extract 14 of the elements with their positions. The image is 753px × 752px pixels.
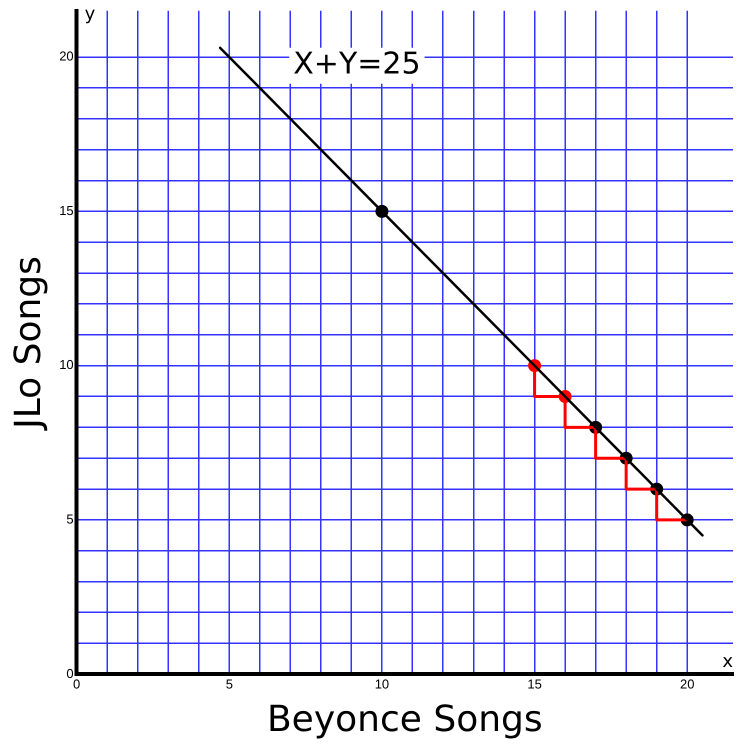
x-tick-label: 5 (226, 676, 233, 692)
x-tick-label: 20 (680, 676, 694, 692)
x-axis-title: Beyonce Songs (266, 698, 543, 740)
x-tick-label: 15 (527, 676, 542, 692)
annotation: x (722, 650, 734, 672)
annotation: X+Y=25 (293, 46, 421, 82)
y-tick-label: 5 (66, 512, 74, 526)
y-tick-label: 15 (59, 202, 74, 218)
y-tick-label: 0 (66, 666, 74, 681)
annotation: y (84, 3, 96, 24)
y-tick-label: 20 (59, 48, 74, 64)
y-tick-label: 10 (59, 357, 74, 372)
y-axis-title: JLo Songs (8, 256, 49, 431)
x-tick-label: 10 (374, 676, 390, 692)
